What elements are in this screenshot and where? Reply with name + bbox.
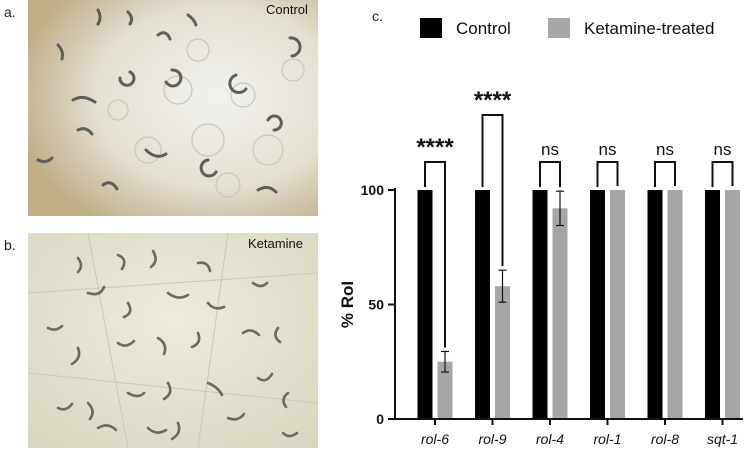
x-tick-label-rol-6: rol-6: [421, 431, 449, 447]
bar-rol-4-control: [532, 190, 548, 419]
bar-rol-8-control: [647, 190, 663, 419]
error-bars: [441, 190, 564, 373]
rol-bar-chart: Control Ketamine-treated % RoI 0 50 100 ***…: [340, 18, 743, 447]
significance-bracket-rol-4: ns: [539, 140, 561, 188]
significance-label-rol-1: ns: [599, 140, 617, 159]
y-tick-label-0: 0: [376, 411, 384, 427]
x-tick-label-rol-8: rol-8: [651, 431, 679, 447]
panel-b-letter: b.: [4, 237, 16, 253]
y-axis-label: % RoI: [340, 281, 357, 328]
ketamine-micrograph: [28, 233, 318, 448]
bar-sqt-1-treated: [725, 190, 740, 419]
significance-bracket-rol-9: ****: [474, 87, 512, 267]
bar-sqt-1-control: [705, 190, 720, 419]
bar-rol-1-control: [590, 190, 605, 419]
legend-swatch-treated: [548, 18, 570, 38]
significance-bracket-rol-8: ns: [654, 140, 676, 187]
bars: [417, 190, 740, 419]
error-bar-rol-4: [556, 190, 564, 227]
legend-label-control: Control: [456, 19, 511, 38]
control-micrograph: [28, 0, 318, 216]
bar-rol-4-treated: [552, 208, 568, 419]
bar-rol-8-treated: [667, 190, 683, 419]
x-tick-label-rol-9: rol-9: [478, 431, 506, 447]
error-bar-rol-6: [441, 350, 449, 373]
significance-bracket-rol-1: ns: [596, 140, 619, 187]
significance-label-rol-6: ****: [416, 134, 454, 161]
legend-swatch-control: [420, 18, 442, 38]
chart-legend: Control Ketamine-treated: [420, 18, 714, 38]
x-tick-label-rol-4: rol-4: [536, 431, 564, 447]
x-axis: rol-6 rol-9 rol-4 rol-1 rol-8 sqt-1: [394, 418, 743, 447]
control-photo-label: Control: [266, 2, 308, 17]
bar-rol-6-control: [417, 190, 433, 419]
y-tick-label-2: 100: [361, 182, 385, 198]
significance-label-rol-9: ****: [474, 87, 512, 114]
x-tick-label-rol-1: rol-1: [593, 431, 621, 447]
panel-c-letter: c.: [372, 8, 383, 24]
significance-label-sqt-1: ns: [714, 140, 732, 159]
error-bar-rol-9: [498, 269, 507, 303]
bar-rol-1-treated: [610, 190, 625, 419]
bar-rol-9-treated: [495, 286, 510, 419]
x-tick-label-sqt-1: sqt-1: [707, 431, 738, 447]
y-tick-label-1: 50: [368, 297, 384, 313]
panel-a-letter: a.: [4, 4, 16, 20]
significance-label-rol-4: ns: [541, 140, 559, 159]
bar-rol-6-treated: [437, 361, 453, 419]
legend-label-treated: Ketamine-treated: [584, 19, 714, 38]
significance-brackets: **** **** ns ns ns ns: [416, 87, 734, 348]
significance-bracket-sqt-1: ns: [711, 140, 734, 187]
significance-label-rol-8: ns: [656, 140, 674, 159]
bar-rol-9-control: [475, 190, 490, 419]
ketamine-photo-label: Ketamine: [248, 236, 303, 251]
y-axis: 0 50 100: [361, 182, 396, 427]
significance-bracket-rol-6: ****: [416, 134, 454, 348]
